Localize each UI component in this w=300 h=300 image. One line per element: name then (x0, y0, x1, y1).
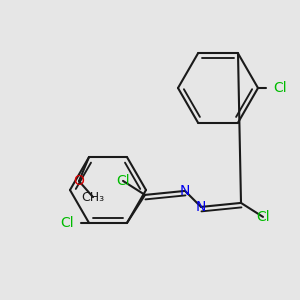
Text: N: N (196, 200, 206, 214)
Text: Cl: Cl (60, 216, 74, 230)
Text: Cl: Cl (256, 210, 270, 224)
Text: Cl: Cl (273, 81, 287, 95)
Text: CH₃: CH₃ (81, 190, 105, 204)
Text: Cl: Cl (116, 174, 130, 188)
Text: N: N (180, 184, 190, 198)
Text: O: O (74, 174, 84, 188)
